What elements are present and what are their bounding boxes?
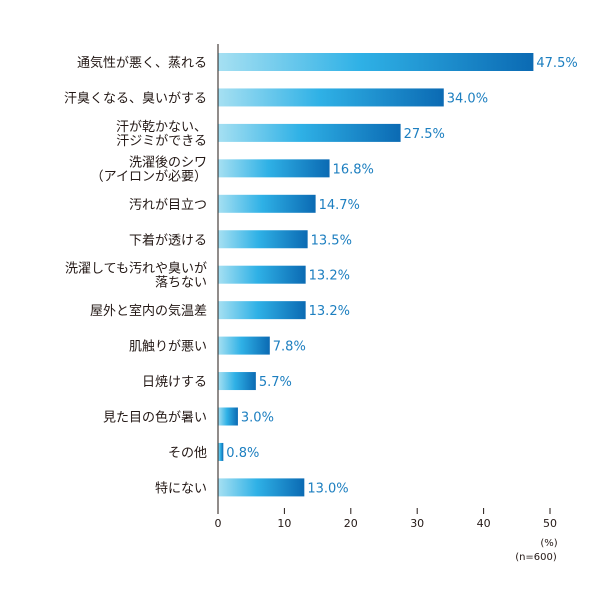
bar	[218, 336, 270, 355]
bar	[218, 301, 306, 320]
category-label: その他	[168, 446, 207, 461]
value-label: 13.0%	[307, 481, 348, 496]
bar	[218, 407, 238, 426]
value-label: 5.7%	[259, 375, 292, 390]
category-label: 屋外と室内の気温差	[90, 303, 207, 319]
value-labels: 47.5% 34.0% 27.5% 16.8% 14.7% 13.5% 13.2% 13.2%…	[226, 56, 577, 496]
category-label: 特にない	[155, 481, 207, 496]
x-tick-label: 0	[215, 517, 222, 530]
category-label: 見た目の色が暑い	[103, 410, 207, 426]
x-tick-label: 20	[344, 517, 358, 530]
bar	[218, 265, 306, 284]
x-tick-label: 10	[277, 517, 291, 530]
bar	[218, 230, 308, 249]
sample-size-label: (n=600)	[515, 552, 557, 563]
value-label: 34.0%	[447, 91, 488, 106]
value-label: 16.8%	[333, 162, 374, 177]
x-tick-label: 30	[410, 517, 424, 530]
value-label: 27.5%	[404, 127, 445, 142]
category-label: 汗が乾かない、	[116, 120, 207, 135]
unit-label: (%)	[540, 538, 557, 549]
bar	[218, 88, 444, 107]
value-label: 13.2%	[309, 304, 350, 319]
bar	[218, 478, 305, 497]
bar	[218, 372, 256, 391]
value-label: 13.2%	[309, 269, 350, 284]
category-label: 洗濯後のシワ	[129, 155, 207, 170]
x-axis: 0 10 20 30 40 50	[215, 44, 557, 530]
category-label: 日焼けする	[142, 375, 207, 390]
category-label: 汚れが目立つ	[129, 198, 207, 213]
x-tick-label: 50	[543, 517, 557, 530]
bar	[218, 442, 224, 461]
category-label: 通気性が悪く、蒸れる	[77, 55, 207, 71]
value-label: 14.7%	[319, 198, 360, 213]
category-label: 洗濯しても汚れや臭いが	[65, 262, 207, 277]
category-labels: 通気性が悪く、蒸れる汗臭くなる、臭いがする汗が乾かない、汗ジミができる洗濯後のシ…	[64, 55, 207, 496]
bar	[218, 53, 534, 71]
value-label: 13.5%	[311, 233, 352, 248]
bar	[218, 194, 316, 213]
category-label: 汗臭くなる、臭いがする	[64, 91, 207, 106]
category-label: 肌触りが悪い	[129, 340, 207, 355]
value-label: 47.5%	[536, 56, 577, 71]
bars-group	[218, 53, 534, 497]
value-label: 0.8%	[226, 446, 259, 461]
category-label: 汗ジミができる	[116, 134, 207, 149]
bar	[218, 123, 401, 142]
bar	[218, 159, 330, 178]
x-tick-label: 40	[477, 517, 491, 530]
category-label: 下着が透ける	[129, 232, 207, 248]
value-label: 3.0%	[241, 411, 274, 426]
value-label: 7.8%	[273, 340, 306, 355]
category-label: 落ちない	[155, 276, 207, 291]
category-label: （アイロンが必要）	[91, 169, 207, 184]
